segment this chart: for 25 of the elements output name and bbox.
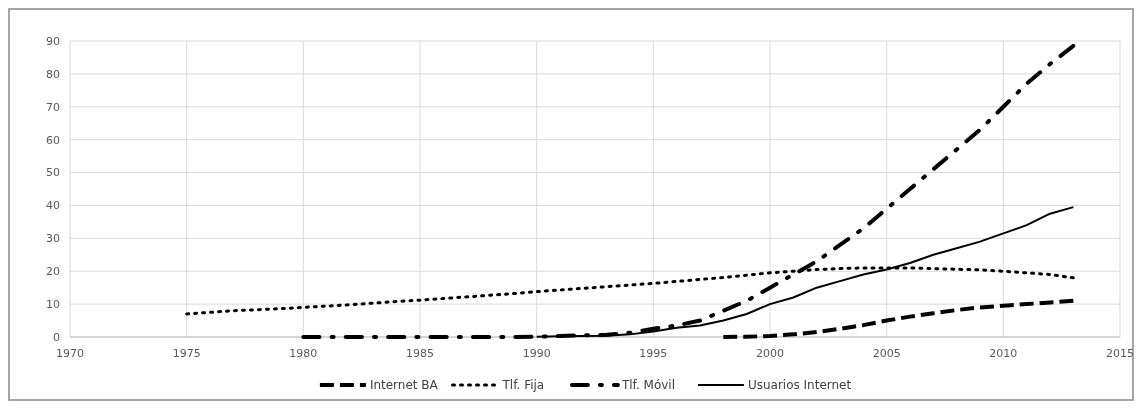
legend-label: Tlf. Fija [501, 378, 545, 393]
y-tick-label: 60 [46, 133, 60, 147]
y-tick-label: 0 [53, 330, 60, 344]
x-tick-label: 1985 [406, 347, 434, 360]
y-tick-label: 20 [46, 265, 60, 279]
legend-label: Internet BA [369, 378, 439, 393]
y-tick-label: 50 [46, 166, 60, 180]
x-tick-label: 2000 [756, 347, 784, 360]
legend-label: Usuarios Internet [747, 378, 852, 393]
line-series [721, 298, 1076, 339]
y-tick-label: 80 [46, 67, 60, 81]
x-tick-label: 1975 [172, 347, 201, 360]
x-tick-label: 1980 [289, 347, 318, 360]
x-tick-label: 1970 [56, 347, 84, 360]
y-tick-label: 90 [46, 34, 60, 48]
y-tick-label: 30 [46, 232, 60, 246]
legend-label: Tlf. Móvil [620, 378, 676, 393]
x-tick-label: 2015 [1106, 347, 1134, 360]
y-tick-label: 40 [46, 199, 60, 213]
y-tick-label: 10 [46, 297, 60, 311]
x-tick-label: 2005 [872, 347, 901, 360]
x-tick-label: 1990 [522, 347, 551, 360]
y-tick-label: 70 [46, 100, 60, 114]
x-tick-label: 2010 [989, 347, 1018, 360]
x-tick-label: 1995 [639, 347, 668, 360]
